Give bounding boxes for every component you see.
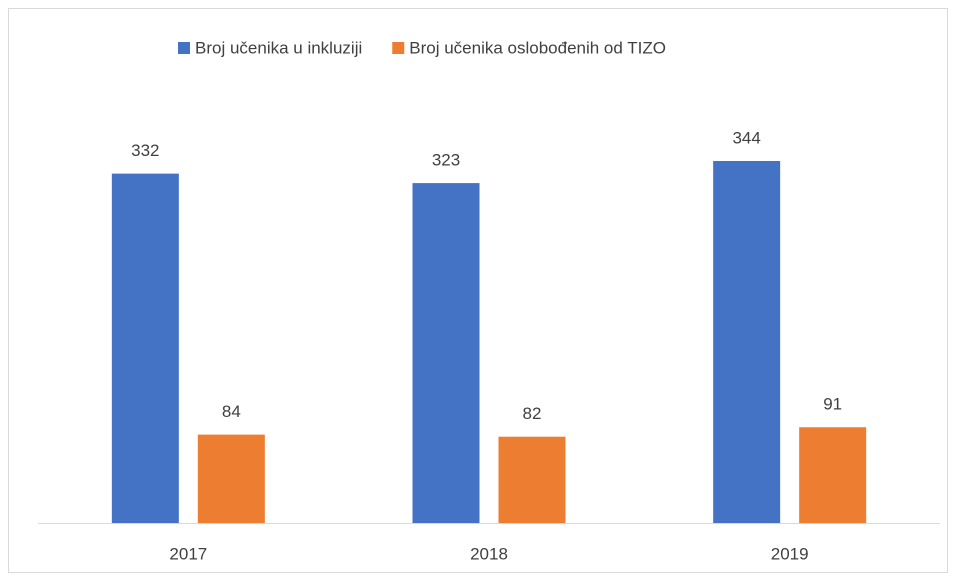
x-tick-label: 2019: [771, 544, 809, 563]
bar: [799, 427, 867, 523]
data-label: 84: [222, 402, 241, 421]
x-tick-label: 2017: [169, 544, 207, 563]
bar: [412, 183, 480, 524]
data-label: 344: [732, 128, 760, 147]
legend-label: Broj učenika oslobođenih od TIZO: [409, 38, 666, 57]
x-tick-label: 2018: [470, 544, 508, 563]
legend-swatch: [392, 42, 405, 54]
legend-label: Broj učenika u inkluziji: [195, 38, 362, 57]
bar: [111, 173, 179, 523]
data-label: 91: [823, 395, 842, 414]
legend-swatch: [178, 42, 190, 54]
data-label: 323: [432, 151, 460, 170]
bar: [713, 161, 781, 523]
data-label: 332: [131, 141, 159, 160]
bar: [197, 434, 265, 523]
data-label: 82: [523, 404, 542, 423]
bar: [498, 436, 566, 523]
